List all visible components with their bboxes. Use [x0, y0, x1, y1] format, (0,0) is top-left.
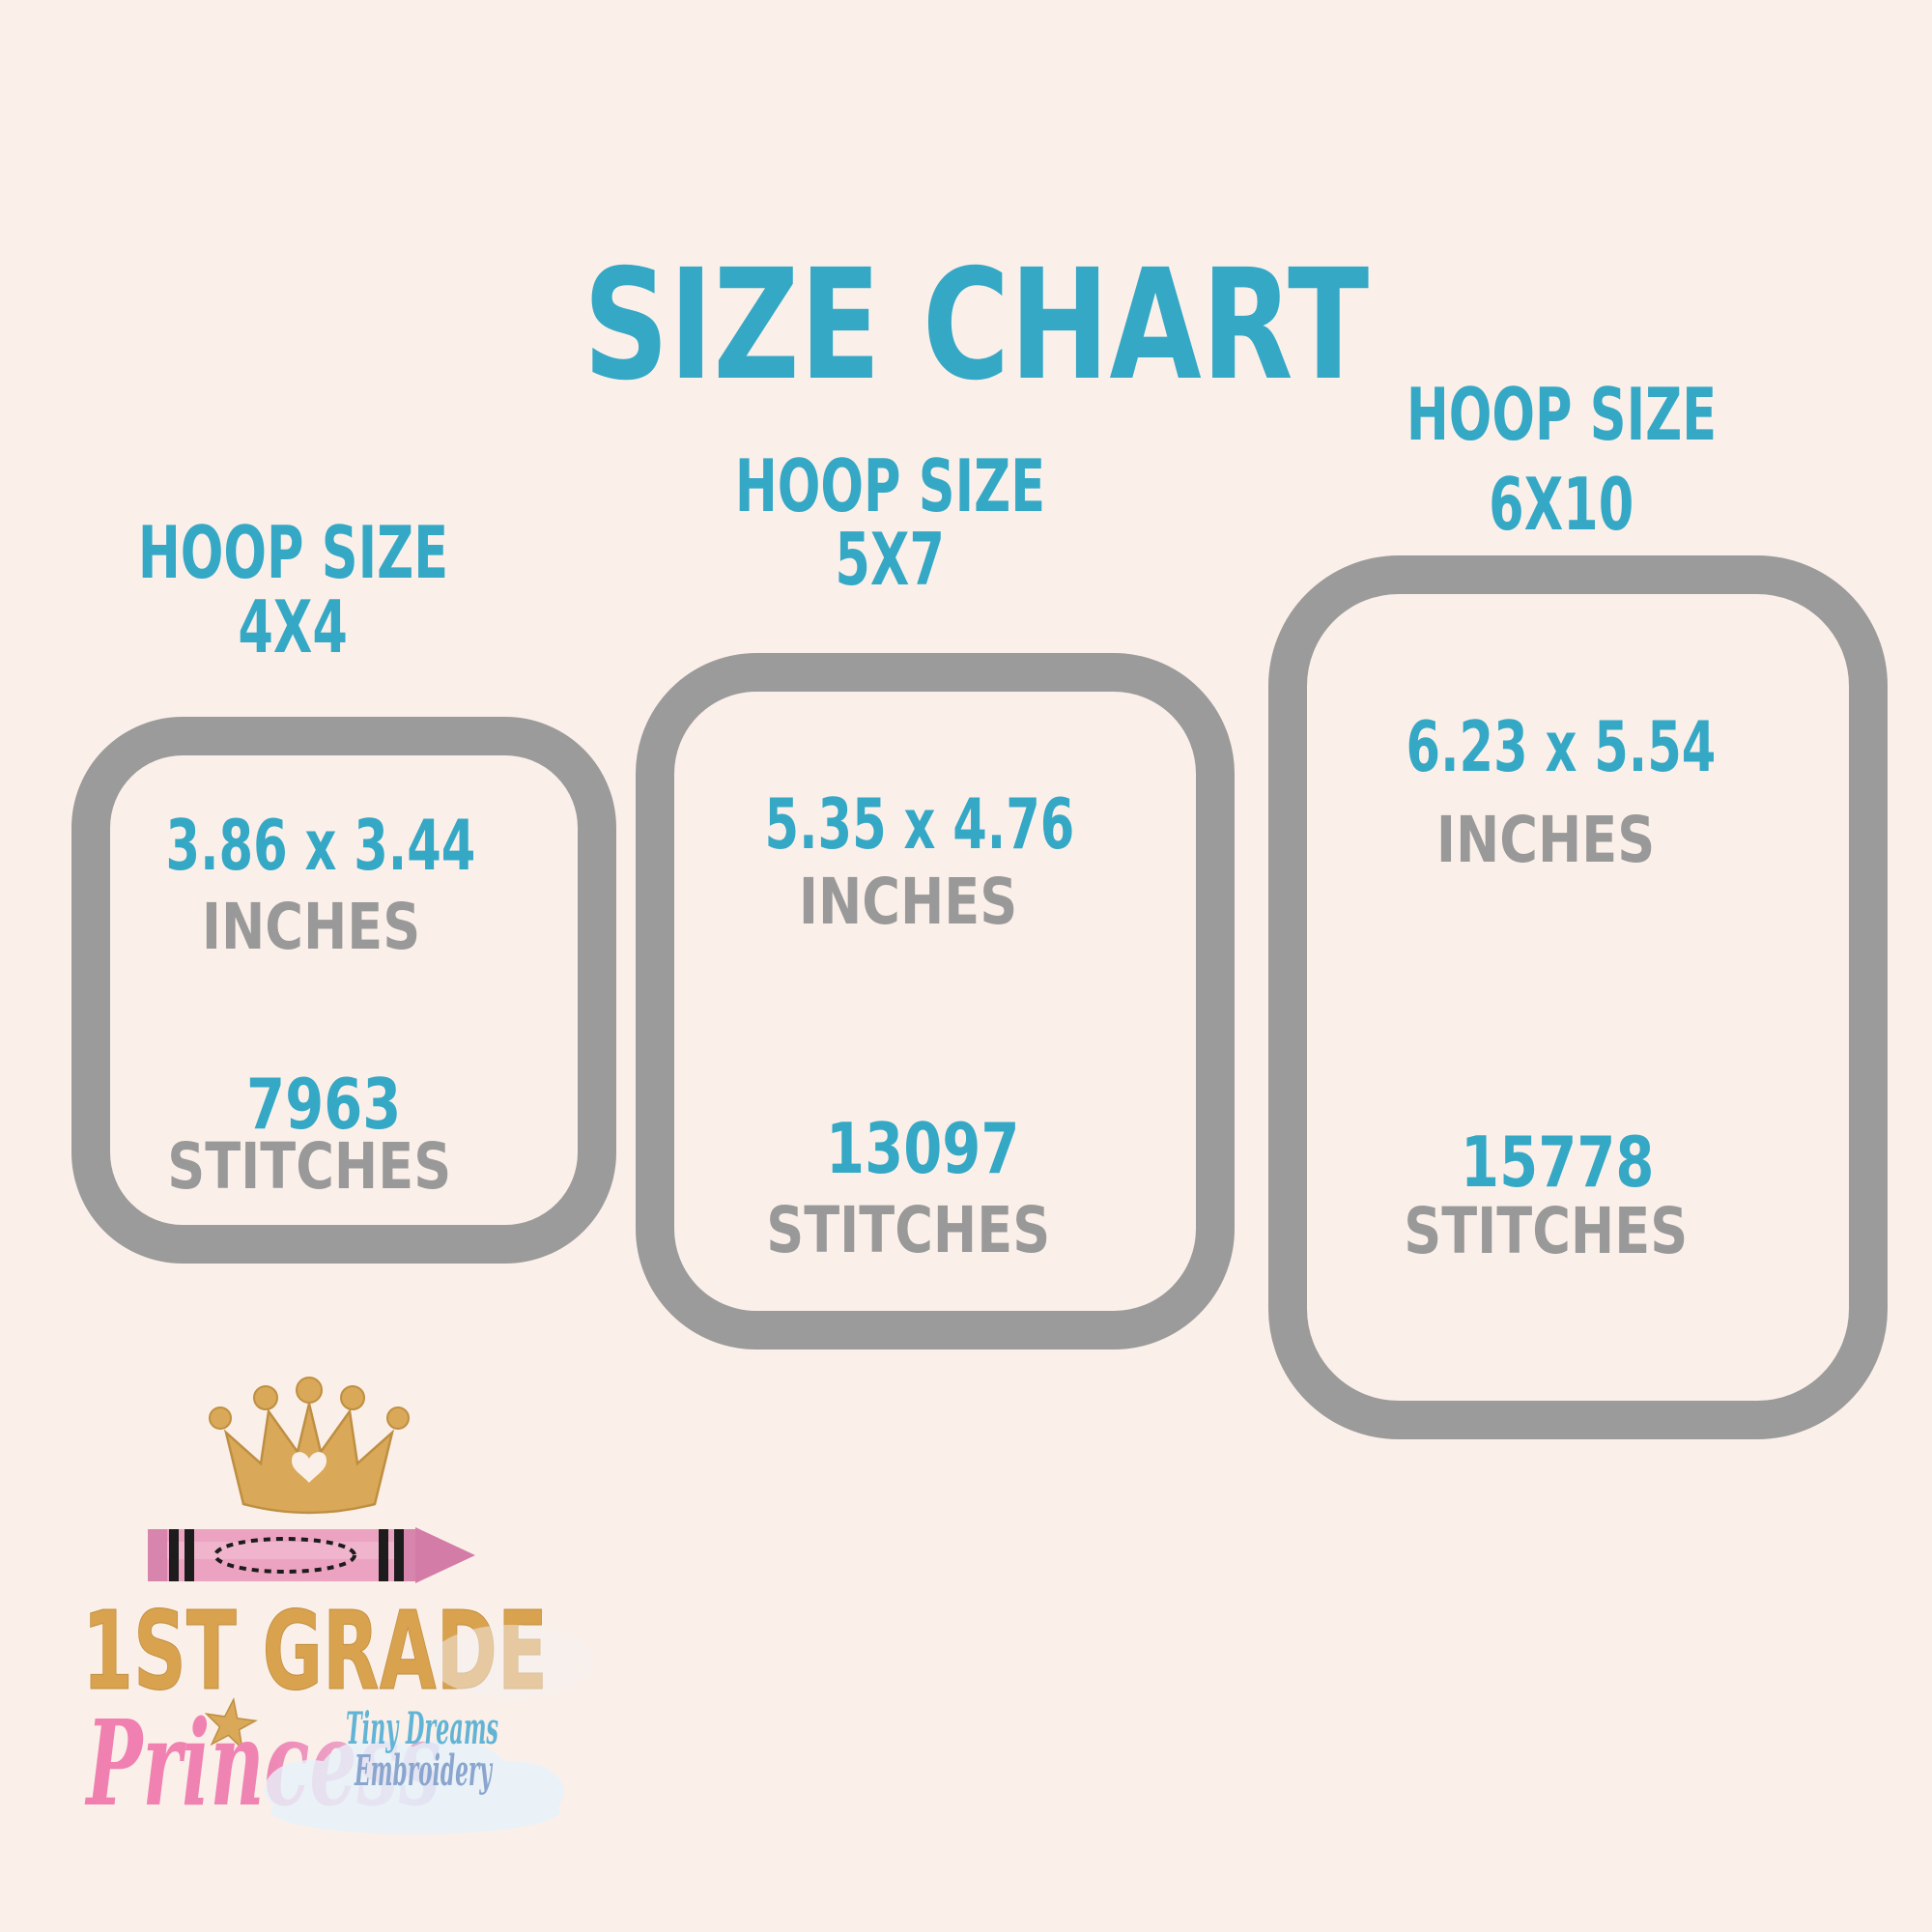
- hoop1-unit-text: INCHES: [201, 890, 421, 964]
- hoop3-unit: INCHES: [1256, 803, 1835, 877]
- crayon-icon: [148, 1527, 475, 1583]
- hoop2-unit: INCHES: [618, 865, 1198, 939]
- hoop1-label1-text: HOOP SIZE: [137, 510, 448, 595]
- page-title: SIZE CHART: [396, 237, 1555, 414]
- hoop2-label2-text: 5X7: [835, 517, 945, 602]
- brand-logo: 1ST GRADE Princess Tiny Dreams Embroider…: [82, 1377, 594, 1834]
- hoop2-frame: [636, 653, 1235, 1350]
- hoop2-label-line2: 5X7: [648, 517, 1131, 602]
- cloud-shape: [265, 1739, 564, 1834]
- hoop3-stitch-label: STITCHES: [1256, 1194, 1835, 1268]
- hoop1-frame: [71, 717, 616, 1264]
- hoop3-label-line1: HOOP SIZE: [1320, 372, 1803, 457]
- hoop2-stitch-label: STITCHES: [618, 1193, 1198, 1267]
- crown-icon: [209, 1377, 410, 1515]
- heart-cutout: [292, 1452, 327, 1483]
- watermark-line1: Tiny Dreams: [346, 1702, 498, 1754]
- watermark-line2: Embroidery: [354, 1747, 494, 1796]
- hoop3-label-line2: 6X10: [1320, 462, 1803, 547]
- hoop2-dims-text: 5.35 x 4.76: [764, 783, 1075, 865]
- page-title-text: SIZE CHART: [582, 237, 1369, 414]
- hoop3-stitch-count: 15778: [1267, 1122, 1847, 1203]
- hoop1-label2-text: 4X4: [238, 584, 348, 669]
- hoop3-count-label-text: STITCHES: [1404, 1194, 1688, 1268]
- hoop3-label1-text: HOOP SIZE: [1406, 372, 1717, 457]
- hoop3-dims-text: 6.23 x 5.54: [1406, 706, 1717, 787]
- hoop3-frame: [1268, 555, 1888, 1439]
- cloud-shape: [430, 1625, 594, 1698]
- hoop2-stitch-count: 13097: [633, 1108, 1212, 1189]
- hoop2-dimensions: 5.35 x 4.76: [630, 783, 1209, 865]
- hoop2-count-text: 13097: [825, 1108, 1020, 1189]
- hoop1-unit: INCHES: [21, 890, 601, 964]
- logo-line1: 1ST GRADE: [82, 1589, 548, 1715]
- hoop2-count-label-text: STITCHES: [766, 1193, 1050, 1267]
- hoop3-dimensions: 6.23 x 5.54: [1271, 706, 1851, 787]
- hoop1-label-line1: HOOP SIZE: [51, 510, 534, 595]
- hoop3-unit-text: INCHES: [1435, 803, 1656, 877]
- hoop2-label1-text: HOOP SIZE: [734, 443, 1045, 528]
- hoop2-unit-text: INCHES: [798, 865, 1018, 939]
- hoop1-dimensions: 3.86 x 3.44: [31, 805, 611, 886]
- hoop1-count-text: 7963: [245, 1064, 402, 1145]
- hoop3-label2-text: 6X10: [1488, 462, 1634, 547]
- hoop1-count-label-text: STITCHES: [167, 1129, 451, 1204]
- hoop1-stitch-count: 7963: [34, 1064, 613, 1145]
- hoop3-count-text: 15778: [1460, 1122, 1655, 1203]
- star-icon: [204, 1697, 258, 1751]
- hoop1-dims-text: 3.86 x 3.44: [165, 805, 476, 886]
- hoop2-label-line1: HOOP SIZE: [648, 443, 1131, 528]
- hoop1-label-line2: 4X4: [51, 584, 534, 669]
- hoop1-stitch-label: STITCHES: [19, 1129, 599, 1204]
